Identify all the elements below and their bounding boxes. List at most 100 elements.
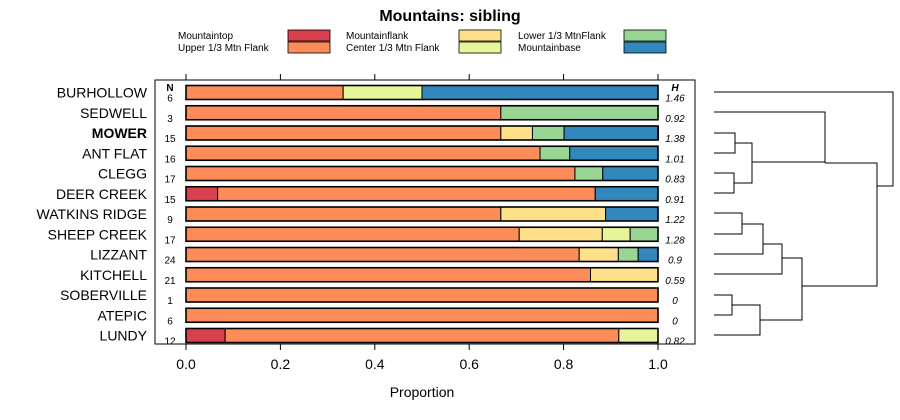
x-axis-label: Proportion — [390, 384, 455, 400]
dendrogram-branch — [714, 258, 783, 275]
n-value-label: 1 — [167, 296, 173, 307]
h-value-label: 0.82 — [665, 337, 685, 348]
x-tick-label: 0.0 — [176, 356, 196, 372]
bar-segment — [637, 247, 659, 262]
bar-segment — [185, 226, 520, 242]
dendrogram-branch — [714, 244, 764, 255]
category-label: MOWER — [92, 125, 147, 141]
n-value-label: 15 — [164, 195, 176, 206]
bar-segment — [518, 226, 603, 242]
category-label: LUNDY — [100, 328, 148, 344]
legend-label: Mountaintop — [178, 31, 233, 42]
x-tick-label: 0.4 — [365, 356, 385, 372]
n-value-label: 17 — [164, 235, 176, 246]
bar-segment — [185, 287, 659, 303]
dendrogram-branch — [732, 304, 761, 320]
n-value-label: 15 — [164, 134, 176, 145]
bar-row: CLEGG 17 0.83 — [98, 166, 685, 186]
bar-row: ANT FLAT 16 1.01 — [82, 145, 685, 165]
h-value-label: 0.83 — [665, 175, 685, 186]
bar-segment — [500, 105, 659, 121]
legend-swatch — [458, 41, 502, 54]
x-tick-label: 0.2 — [271, 356, 291, 372]
legend-swatch — [623, 29, 667, 42]
bar-segment — [605, 206, 659, 222]
bar-row: ATEPIC 6 0 — [97, 307, 678, 327]
bar-segment — [185, 85, 344, 100]
bar-segment — [531, 125, 565, 141]
bar-outline — [185, 165, 659, 182]
n-value-label: 24 — [164, 256, 176, 267]
n-value-label: 12 — [164, 337, 176, 348]
category-label: KITCHELL — [80, 267, 147, 283]
legend-swatch — [287, 29, 331, 42]
plot-frame — [154, 79, 696, 345]
bar-outline — [185, 84, 659, 101]
bar-outline — [185, 125, 659, 141]
bar-segment — [539, 145, 571, 161]
category-label: DEER CREEK — [56, 186, 148, 202]
dendrogram-branch — [802, 186, 878, 287]
n-value-label: 16 — [164, 154, 176, 165]
legend-swatch — [623, 41, 667, 54]
bar-outline — [185, 287, 659, 303]
legend-swatch — [458, 29, 502, 42]
n-value-label: 9 — [167, 215, 173, 226]
category-label: ATEPIC — [97, 307, 147, 323]
n-value-label: 21 — [164, 276, 176, 287]
category-label: SEDWELL — [80, 105, 147, 121]
dendrogram-branch — [752, 161, 826, 163]
bar-outline — [185, 327, 659, 344]
bar-outline — [185, 145, 659, 162]
h-column-header: H — [671, 83, 679, 94]
n-value-label: 6 — [167, 316, 173, 327]
bar-segment — [185, 247, 580, 262]
legend-label: Mountainflank — [346, 31, 409, 42]
bar-row: BURHOLLOW 6 1.46 — [57, 85, 685, 105]
legend-label: Lower 1/3 MtnFlank — [518, 31, 607, 42]
dendrogram-branch — [714, 183, 735, 194]
bar-segment — [590, 267, 659, 283]
dendrogram-branch — [714, 143, 736, 154]
h-value-label: 1.22 — [665, 215, 685, 226]
category-label: BURHOLLOW — [57, 85, 148, 101]
h-value-label: 1.38 — [665, 134, 685, 145]
bar-segment — [185, 166, 576, 181]
bar-segment — [185, 206, 502, 222]
bar-outline — [185, 246, 659, 263]
bar-segment — [617, 247, 639, 262]
h-value-label: 0 — [672, 296, 678, 307]
bar-segment — [602, 166, 659, 181]
dendrogram-branch — [714, 132, 736, 143]
h-value-label: 1.46 — [665, 94, 685, 105]
dendrogram-branch — [714, 320, 761, 336]
legend-label: Mountainbase — [518, 43, 581, 54]
bar-segment — [421, 85, 659, 100]
bar-row: SEDWELL 3 0.92 — [80, 105, 685, 125]
bar-segment — [578, 247, 619, 262]
bar-segment — [342, 85, 423, 100]
dendrogram-branch — [714, 111, 826, 163]
dendrogram-branch — [782, 257, 803, 286]
bar-segment — [217, 186, 596, 202]
h-value-label: 0.91 — [665, 195, 684, 206]
legend-label: Center 1/3 Mtn Flank — [346, 43, 440, 54]
category-label: SOBERVILLE — [60, 287, 147, 303]
bar-row: SHEEP CREEK 17 1.28 — [48, 226, 686, 246]
legend-swatch — [287, 41, 331, 54]
category-label: LIZZANT — [90, 247, 147, 263]
dendrogram-branch — [714, 224, 743, 235]
bar-segment — [594, 186, 659, 202]
category-label: WATKINS RIDGE — [37, 206, 147, 222]
bar-segment — [185, 307, 659, 323]
dendrogram-branch — [734, 162, 753, 184]
bar-segment — [563, 125, 659, 141]
bar-row: DEER CREEK 15 0.91 — [56, 186, 685, 206]
bar-segment — [185, 267, 592, 283]
bar-outline — [185, 266, 659, 283]
dendrogram-branch — [763, 243, 783, 258]
dendrogram-branch — [714, 294, 733, 305]
dendrogram-branch — [760, 286, 803, 321]
bar-segment — [185, 186, 219, 202]
